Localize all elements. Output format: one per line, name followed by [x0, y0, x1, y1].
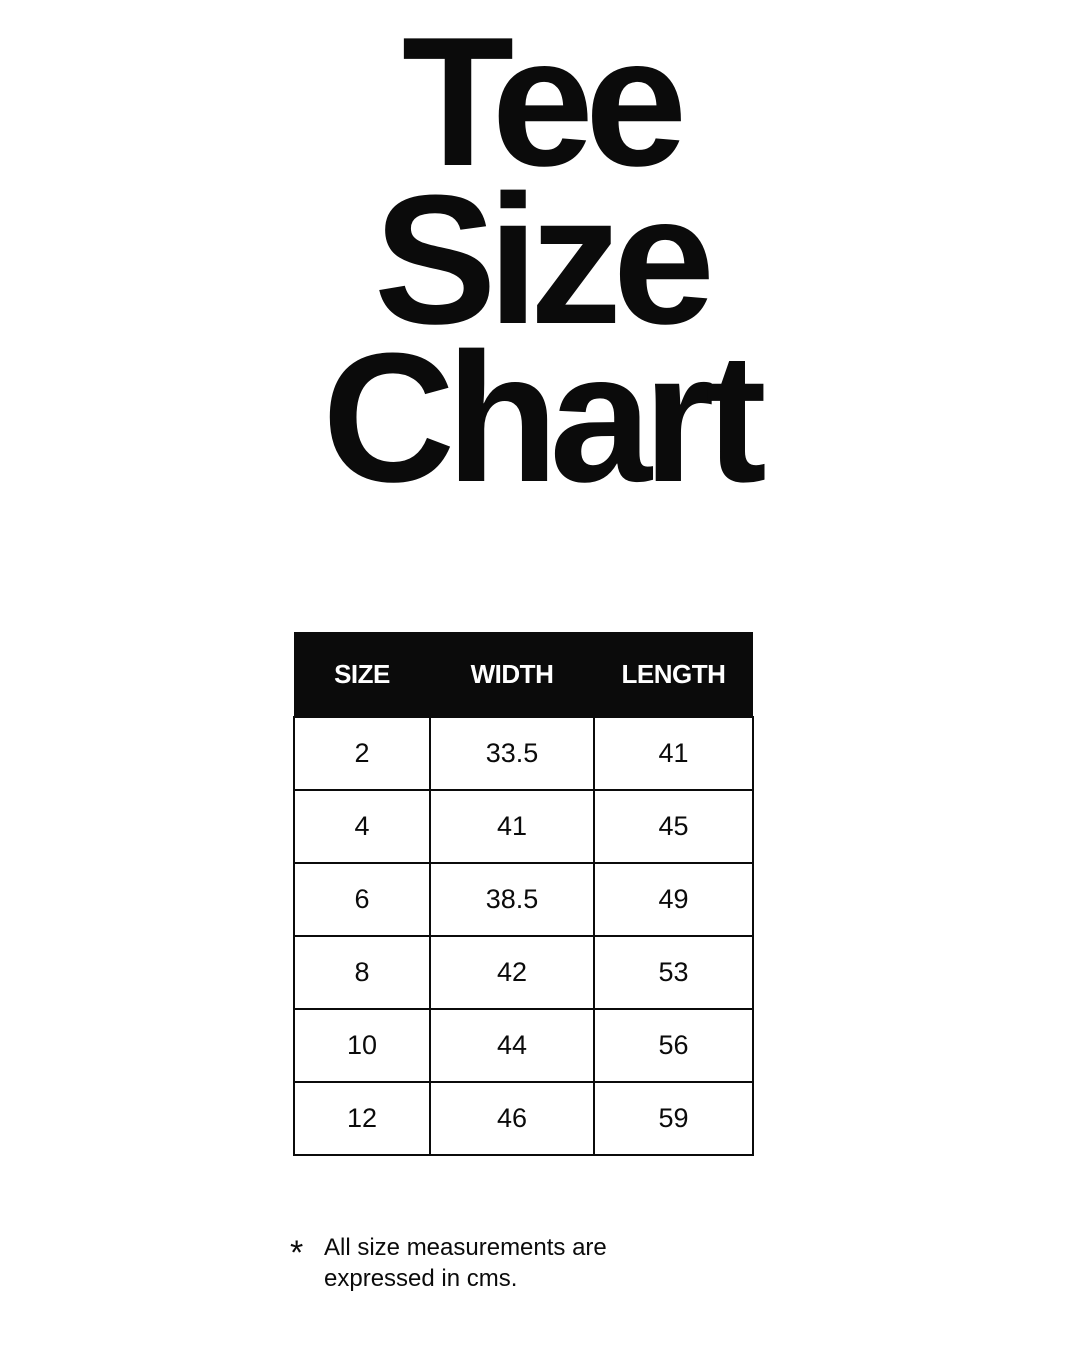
header-size: SIZE — [294, 632, 430, 717]
footnote-line: expressed in cms. — [324, 1265, 518, 1292]
table-row: 2 33.5 41 — [293, 716, 754, 791]
table-row: 6 38.5 49 — [293, 862, 754, 937]
table-header-row: SIZE WIDTH LENGTH — [294, 632, 753, 717]
cell-length: 41 — [593, 716, 754, 791]
cell-length: 53 — [593, 935, 754, 1010]
cell-length: 49 — [593, 862, 754, 937]
cell-width: 46 — [429, 1081, 595, 1156]
footnote-line: All size measurements are — [324, 1234, 607, 1261]
cell-length: 45 — [593, 789, 754, 864]
cell-width: 33.5 — [429, 716, 595, 791]
cell-length: 56 — [593, 1008, 754, 1083]
title-line: Size — [373, 156, 715, 362]
title-line: Tee — [401, 0, 687, 204]
cell-size: 4 — [293, 789, 431, 864]
cell-size: 8 — [293, 935, 431, 1010]
cell-width: 41 — [429, 789, 595, 864]
cell-size: 2 — [293, 716, 431, 791]
cell-size: 6 — [293, 862, 431, 937]
cell-width: 38.5 — [429, 862, 595, 937]
table-row: 8 42 53 — [293, 935, 754, 1010]
asterisk-icon: * — [290, 1234, 304, 1272]
header-length: LENGTH — [594, 632, 753, 717]
cell-width: 42 — [429, 935, 595, 1010]
title-line: Chart — [322, 314, 766, 520]
cell-length: 59 — [593, 1081, 754, 1156]
cell-width: 44 — [429, 1008, 595, 1083]
cell-size: 10 — [293, 1008, 431, 1083]
table-row: 12 46 59 — [293, 1081, 754, 1156]
header-width: WIDTH — [430, 632, 594, 717]
cell-size: 12 — [293, 1081, 431, 1156]
size-table: SIZE WIDTH LENGTH 2 33.5 41 4 41 45 6 38.5 49 8 42… — [293, 632, 754, 1156]
table-row: 4 41 45 — [293, 789, 754, 864]
table-row: 10 44 56 — [293, 1008, 754, 1083]
page-title: Tee Size Chart — [0, 0, 1080, 520]
